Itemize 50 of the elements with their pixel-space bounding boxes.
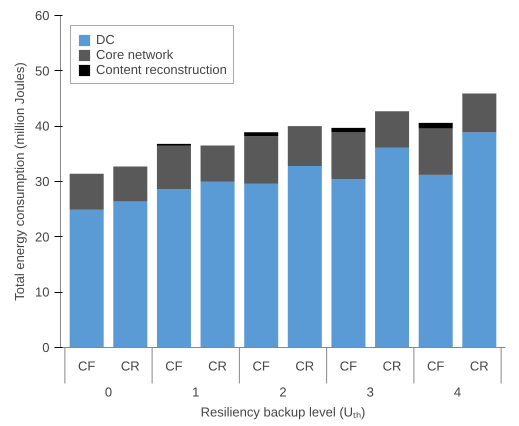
y-tick-label: 50 bbox=[35, 63, 50, 78]
bar bbox=[462, 94, 496, 132]
bar bbox=[156, 189, 191, 348]
bar bbox=[375, 111, 410, 148]
x-tick-label: CF bbox=[340, 358, 358, 374]
y-tick-label: 10 bbox=[35, 284, 50, 300]
y-tick-label: 30 bbox=[35, 174, 50, 189]
x-tick-label: CR bbox=[295, 358, 314, 374]
x-tick-label: CF bbox=[165, 358, 183, 374]
bar bbox=[331, 128, 366, 132]
x-axis-title: Resiliency backup level (Uₜₕ) bbox=[200, 404, 366, 420]
bar bbox=[244, 184, 278, 348]
bar bbox=[200, 146, 235, 182]
text: 4 bbox=[454, 384, 462, 400]
text: 0 bbox=[104, 384, 112, 400]
bar bbox=[200, 182, 235, 348]
bar bbox=[331, 132, 366, 180]
bar bbox=[70, 210, 104, 348]
text: 3 bbox=[366, 384, 374, 400]
bar bbox=[418, 128, 453, 175]
text: 1 bbox=[192, 384, 200, 400]
bar bbox=[113, 166, 148, 202]
bar bbox=[331, 179, 366, 348]
bar bbox=[375, 148, 410, 348]
bar bbox=[156, 146, 191, 190]
x-tick-label: CR bbox=[120, 358, 140, 374]
x-tick-label: CF bbox=[427, 358, 444, 374]
bar bbox=[244, 132, 278, 136]
x-tick-label: CR bbox=[208, 358, 227, 374]
bar bbox=[70, 174, 104, 210]
legend-label: Content reconstruction bbox=[96, 62, 227, 77]
y-tick-label: 60 bbox=[35, 8, 50, 23]
bar bbox=[288, 126, 322, 166]
y-axis-title: Total energy consumption (million Joules) bbox=[12, 62, 28, 301]
y-tick-label: 0 bbox=[42, 340, 50, 355]
bar bbox=[244, 136, 278, 184]
bar bbox=[418, 174, 453, 348]
text: 2 bbox=[279, 384, 287, 400]
x-tick-label: CF bbox=[252, 358, 270, 374]
bar bbox=[113, 201, 148, 348]
y-tick-label: 20 bbox=[35, 229, 50, 244]
bar bbox=[462, 132, 496, 348]
bar bbox=[288, 166, 322, 348]
bar bbox=[418, 122, 453, 128]
x-tick-label: CR bbox=[470, 358, 489, 374]
x-tick-label: CF bbox=[78, 358, 96, 374]
y-tick-label: 40 bbox=[35, 118, 50, 134]
x-tick-label: CR bbox=[382, 358, 402, 374]
legend-label: DC bbox=[96, 32, 116, 47]
legend-label: Core network bbox=[96, 47, 174, 62]
